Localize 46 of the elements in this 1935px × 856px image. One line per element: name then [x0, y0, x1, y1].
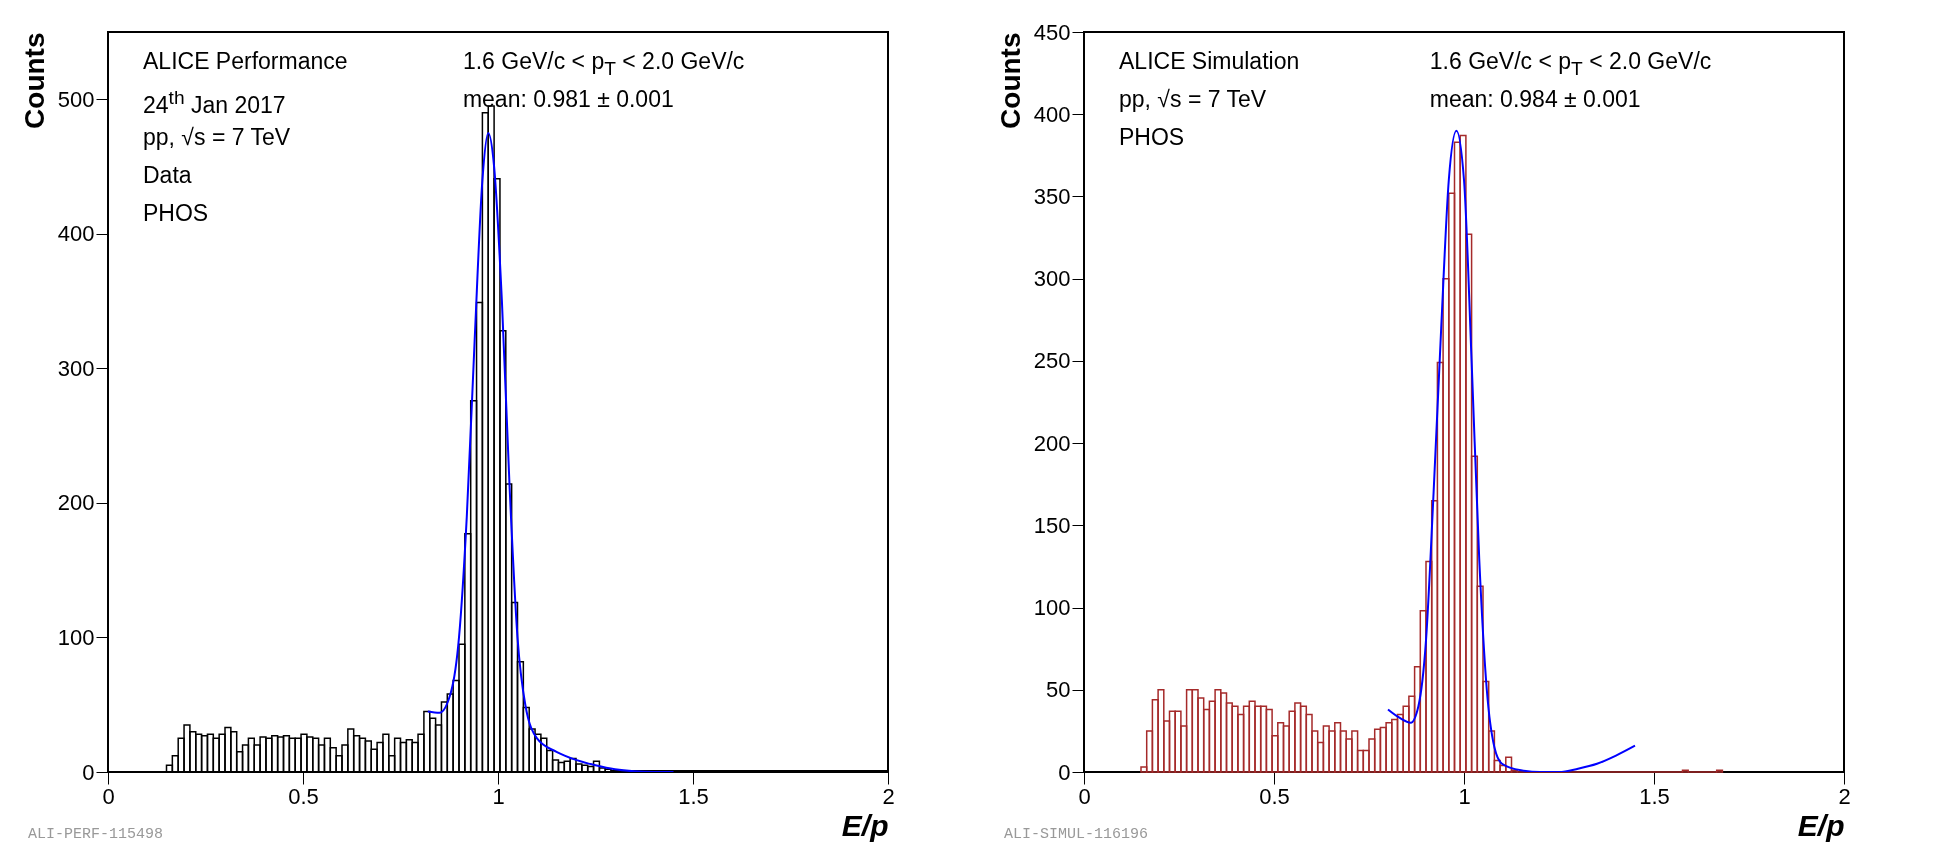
x-axis-title: E/p — [1797, 808, 1845, 842]
y-tick-label: 100 — [57, 624, 95, 650]
annotation: pp, √s = 7 TeV — [1119, 86, 1267, 112]
y-tick-label: 200 — [1033, 430, 1071, 456]
line-series — [426, 131, 675, 772]
text: ALI-PERF-115498 — [28, 826, 164, 843]
y-tick-label: 150 — [1033, 512, 1071, 538]
y-tick-label: 50 — [1046, 677, 1071, 703]
annotation: ALICE Performance — [143, 48, 348, 74]
line-series — [1387, 129, 1636, 772]
x-tick-label: 2 — [1838, 783, 1851, 809]
y-tick-label: 250 — [1033, 348, 1071, 374]
x-tick-label: 0.5 — [1259, 783, 1290, 809]
y-axis-title: Counts — [994, 32, 1026, 129]
annotation: mean: 0.984 ± 0.001 — [1429, 86, 1641, 112]
annotation: PHOS — [1119, 124, 1185, 150]
y-axis-title: Counts — [18, 32, 50, 129]
annotation: 24$^{th}$ Jan 2017 — [143, 87, 286, 118]
annotation: PHOS — [143, 200, 209, 226]
y-tick-label: 300 — [57, 355, 95, 381]
text: ALI-SIMUL-116196 — [1004, 826, 1149, 843]
y-tick-label: 100 — [1033, 595, 1071, 621]
y-tick-label: 0 — [82, 759, 95, 785]
annotation: 1.6 GeV/c < p$_{T}$ < 2.0 GeV/c — [462, 48, 745, 79]
x-axis-title: E/p — [841, 808, 889, 842]
y-tick-label: 350 — [1033, 183, 1071, 209]
x-tick-label: 1 — [492, 783, 505, 809]
annotation: ALICE Simulation — [1119, 48, 1300, 74]
y-tick-label: 400 — [57, 221, 95, 247]
x-tick-label: 1 — [1458, 783, 1471, 809]
x-tick-label: 1.5 — [1639, 783, 1670, 809]
x-tick-label: 0 — [102, 783, 115, 809]
x-tick-label: 1.5 — [678, 783, 709, 809]
y-tick-label: 450 — [1033, 19, 1071, 45]
x-tick-label: 0 — [1078, 783, 1091, 809]
y-tick-label: 400 — [1033, 101, 1071, 127]
x-tick-label: 2 — [882, 783, 895, 809]
annotation: pp, √s = 7 TeV — [143, 124, 291, 150]
annotation: mean: 0.981 ± 0.001 — [462, 86, 674, 112]
y-tick-label: 300 — [1033, 266, 1071, 292]
annotation: 1.6 GeV/c < p$_{T}$ < 2.0 GeV/c — [1429, 48, 1712, 79]
annotation: Data — [143, 162, 192, 188]
y-tick-label: 0 — [1058, 759, 1071, 785]
y-tick-label: 200 — [57, 490, 95, 516]
y-tick-label: 500 — [57, 86, 95, 112]
x-tick-label: 0.5 — [288, 783, 319, 809]
